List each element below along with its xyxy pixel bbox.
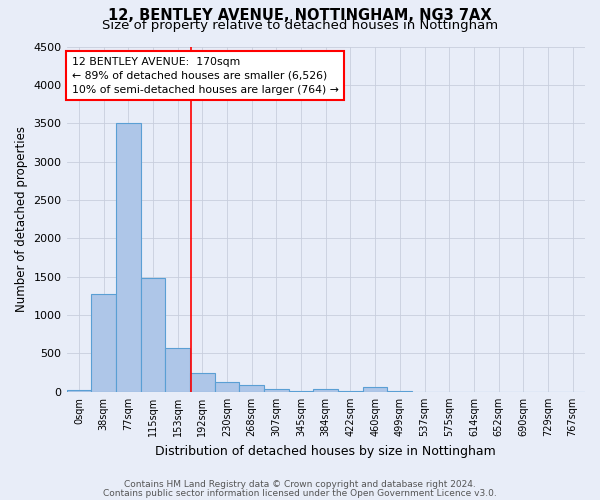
Bar	[165, 348, 190, 392]
Y-axis label: Number of detached properties: Number of detached properties	[15, 126, 28, 312]
Text: Size of property relative to detached houses in Nottingham: Size of property relative to detached ho…	[102, 19, 498, 32]
Text: 12, BENTLEY AVENUE, NOTTINGHAM, NG3 7AX: 12, BENTLEY AVENUE, NOTTINGHAM, NG3 7AX	[108, 8, 492, 22]
Bar	[140, 278, 165, 392]
Text: Contains HM Land Registry data © Crown copyright and database right 2024.: Contains HM Land Registry data © Crown c…	[124, 480, 476, 489]
Bar	[313, 388, 338, 392]
Bar	[91, 294, 116, 392]
Bar	[116, 123, 140, 392]
Bar	[215, 382, 239, 392]
Text: 12 BENTLEY AVENUE:  170sqm
← 89% of detached houses are smaller (6,526)
10% of s: 12 BENTLEY AVENUE: 170sqm ← 89% of detac…	[72, 57, 338, 95]
Bar	[289, 390, 313, 392]
Bar	[264, 388, 289, 392]
X-axis label: Distribution of detached houses by size in Nottingham: Distribution of detached houses by size …	[155, 444, 496, 458]
Text: Contains public sector information licensed under the Open Government Licence v3: Contains public sector information licen…	[103, 488, 497, 498]
Bar	[67, 390, 91, 392]
Bar	[363, 387, 388, 392]
Bar	[239, 385, 264, 392]
Bar	[190, 374, 215, 392]
